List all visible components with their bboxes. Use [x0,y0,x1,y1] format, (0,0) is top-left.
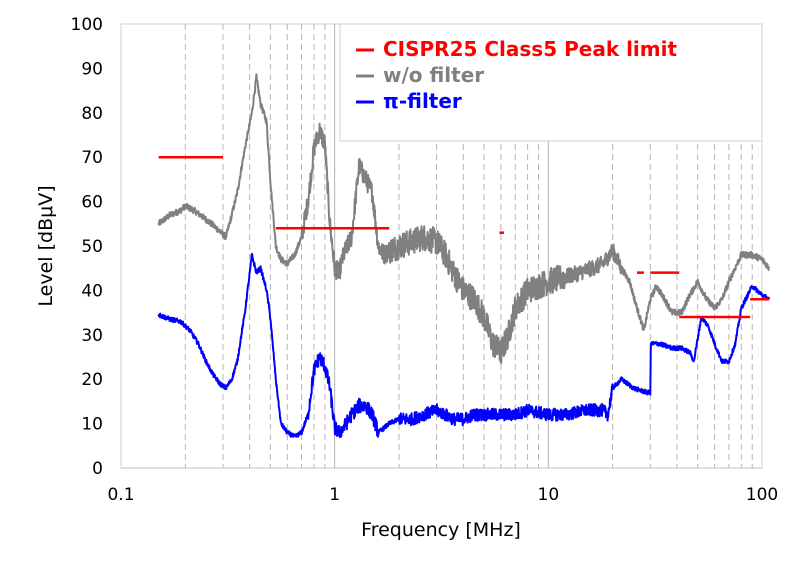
y-tick-label: 70 [81,148,103,168]
x-tick-labels: 0.1 1 10 100 [107,485,778,505]
y-tick-label: 10 [81,415,103,435]
x-axis-title: Frequency [MHz] [361,519,521,541]
y-tick-label: 0 [92,459,103,479]
x-tick-label: 10 [538,485,560,505]
legend-label: π-filter [383,89,462,113]
series-line-w-o-filter [157,73,771,365]
y-tick-label: 20 [81,370,103,390]
y-tick-label: 40 [81,281,103,301]
legend-label: CISPR25 Class5 Peak limit [383,37,677,61]
series-layer [157,73,771,439]
y-tick-label: 50 [81,237,103,257]
y-tick-label: 90 [81,59,103,79]
legend-box [339,23,763,142]
y-tick-labels: 0 10 20 30 40 50 60 70 80 90 100 [71,15,103,479]
y-tick-label: 30 [81,326,103,346]
y-axis-title: Level [dBμV] [35,185,57,306]
y-tick-label: 80 [81,104,103,124]
series-line-pi-filter [157,252,771,439]
y-tick-label: 60 [81,193,103,213]
legend-label: w/o filter [383,63,484,87]
x-tick-label: 100 [746,485,778,505]
y-tick-label: 100 [71,15,103,35]
x-tick-label: 1 [329,485,340,505]
x-tick-label: 0.1 [107,485,134,505]
